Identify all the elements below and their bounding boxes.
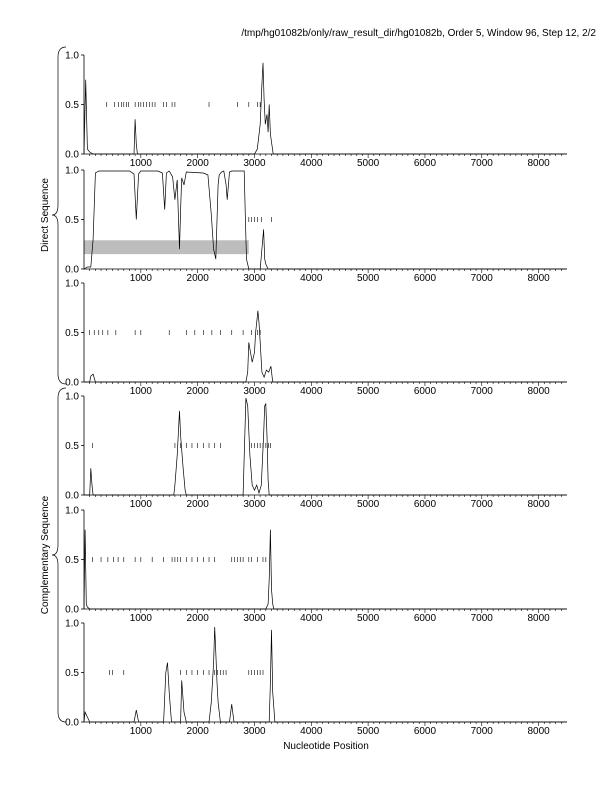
x-tick-label: 4000 [300,273,323,284]
y-tick-label: 0.0 [65,491,79,502]
x-tick-label: 1000 [130,273,153,284]
x-tick-label: 3000 [243,386,266,397]
x-tick-label: 1000 [130,726,153,737]
y-tick-label: 0.0 [65,605,79,616]
x-tick-label: 3000 [243,499,266,510]
x-tick-label: 5000 [357,273,380,284]
x-tick-label: 2000 [187,726,210,737]
x-tick-label: 3000 [243,613,266,624]
x-tick-label: 3000 [243,726,266,737]
y-tick-label: 1.0 [65,506,79,517]
x-tick-label: 1000 [130,386,153,397]
panel-1: 0.0 0.5 1.0 1000 2000 3000 4000 5000 6000 7000 800… [65,51,567,169]
y-tick-label: 0.5 [65,328,79,339]
y-tick-label: 0.5 [65,555,79,566]
y-tick-label: 0.0 [65,265,79,276]
series-line [83,626,567,723]
y-tick-label: 1.0 [65,619,79,630]
x-tick-label: 7000 [471,158,494,169]
series-line [83,62,567,155]
x-tick-label: 8000 [527,499,550,510]
series-line [84,310,567,383]
direct-group-brace [51,46,67,385]
x-tick-label: 8000 [527,726,550,737]
x-tick-label: 5000 [357,386,380,397]
x-axis-label: Nucleotide Position [283,741,369,752]
x-tick-label: 5000 [357,499,380,510]
panel-5: 0.0 0.5 1.0 1000 2000 3000 4000 5000 6000 7000 800… [65,506,567,624]
x-tick-label: 1000 [130,613,153,624]
y-tick-label: 1.0 [65,51,79,62]
x-tick-label: 4000 [300,613,323,624]
x-tick-label: 6000 [414,273,437,284]
panel-2: 0.0 0.5 1.0 1000 2000 3000 4000 5000 6000 7000 800… [65,166,567,284]
x-tick-label: 2000 [187,499,210,510]
x-tick-label: 2000 [187,613,210,624]
y-tick-label: 1.0 [65,392,79,403]
panel-3: 0.0 0.5 1.0 1000 2000 3000 4000 5000 6000 7000 800… [65,279,567,397]
x-tick-label: 1000 [130,158,153,169]
x-tick-label: 3000 [243,273,266,284]
complementary-group-brace [51,387,67,723]
series-line [83,170,567,270]
x-tick-label: 8000 [527,273,550,284]
y-tick-label: 0.0 [65,718,79,729]
x-tick-label: 6000 [414,499,437,510]
y-tick-label: 0.5 [65,668,79,679]
x-tick-label: 6000 [414,613,437,624]
x-tick-label: 5000 [357,613,380,624]
series-line [84,397,567,496]
y-tick-label: 1.0 [65,279,79,290]
x-tick-label: 7000 [471,386,494,397]
series-line [83,529,567,610]
panels: 0.0 0.5 1.0 1000 2000 3000 4000 5000 6000 7000 800… [65,51,567,737]
x-tick-label: 5000 [357,726,380,737]
shaded-region [84,240,249,255]
panel-4: 0.0 0.5 1.0 1000 2000 3000 4000 5000 6000 7000 800… [65,392,567,510]
y-tick-label: 0.5 [65,100,79,111]
y-tick-label: 0.5 [65,215,79,226]
x-tick-label: 4000 [300,386,323,397]
x-tick-label: 8000 [527,613,550,624]
x-tick-label: 7000 [471,499,494,510]
x-tick-label: 8000 [527,386,550,397]
y-tick-label: 0.5 [65,441,79,452]
x-tick-label: 1000 [130,499,153,510]
y-tick-label: 0.0 [65,150,79,161]
x-tick-label: 6000 [414,158,437,169]
x-tick-label: 6000 [414,726,437,737]
x-tick-label: 8000 [527,158,550,169]
x-tick-label: 4000 [300,726,323,737]
x-tick-label: 7000 [471,613,494,624]
x-tick-label: 3000 [243,158,266,169]
panel-6: 0.0 0.5 1.0 1000 2000 3000 4000 5000 6000 7000 800… [65,619,567,737]
x-tick-label: 7000 [471,726,494,737]
x-tick-label: 4000 [300,158,323,169]
y-tick-label: 1.0 [65,166,79,177]
figure-title: /tmp/hg01082b/only/raw_result_dir/hg0108… [241,28,596,39]
x-tick-label: 2000 [187,273,210,284]
y-tick-label: 0.0 [65,378,79,389]
x-tick-label: 2000 [187,158,210,169]
x-tick-label: 7000 [471,273,494,284]
x-tick-label: 2000 [187,386,210,397]
complementary-group-label: Complementary Sequence [40,495,51,614]
x-tick-label: 4000 [300,499,323,510]
direct-group-label: Direct Sequence [40,178,51,252]
x-tick-label: 5000 [357,158,380,169]
x-tick-label: 6000 [414,386,437,397]
